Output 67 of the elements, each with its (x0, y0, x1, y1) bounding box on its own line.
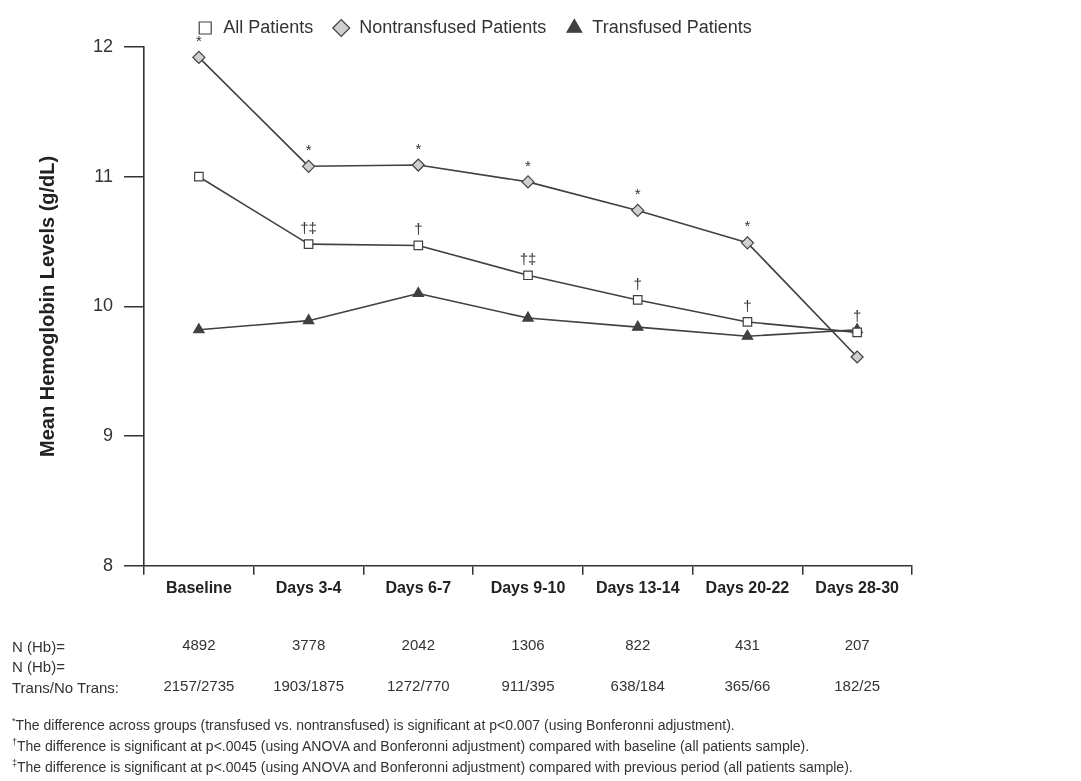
x-tick-label: Days 6-7 (385, 578, 452, 596)
text: $^{†}$The difference is significant at p<.0045 (using ANOVA and Bonferonni adjustment) compared with baseline (all patients sample). (12, 737, 810, 754)
x-tick-label: Baseline (165, 578, 232, 596)
point (522, 311, 534, 322)
x-tick-label: Days 13-14 (595, 578, 680, 596)
text: 3778 (291, 636, 326, 653)
annotation: † (743, 296, 752, 314)
point (302, 314, 315, 325)
text: 638/184 (610, 677, 665, 694)
annotation: † (633, 274, 642, 292)
legend-label: All Patients (223, 16, 314, 37)
point (852, 327, 862, 338)
x-tick-label: Days 20-22 (705, 578, 790, 596)
y-axis-title: Mean Hemoglobin Levels (g/dL) (35, 155, 58, 457)
point (303, 239, 314, 249)
point (631, 320, 644, 331)
point (193, 323, 205, 334)
text: 2042 (401, 636, 435, 653)
point (192, 50, 206, 64)
x-tick-label: Days 28-30 (815, 578, 900, 596)
text: N (Hb)= Trans/No Trans: (12, 657, 119, 698)
text: $^{‡}$The difference is significant at p<.0045 (using ANOVA and Bonferonni adjustment) compared with previous period (all patients sample). (12, 758, 853, 775)
point (521, 175, 535, 189)
point (523, 270, 533, 281)
text: 182/25 (834, 677, 881, 694)
text: 1306 (511, 636, 545, 653)
legend-label: Nontransfused Patients (359, 16, 547, 37)
annotation: * (634, 185, 641, 203)
point (411, 158, 425, 172)
point (412, 286, 425, 298)
text: N (Hb)= (12, 637, 65, 657)
y-tick-label: 11 (94, 165, 114, 186)
legend-label: Transfused Patients (592, 16, 752, 37)
text: $^{*}$The difference across groups (transfused vs. nontransfused) is significant at p<0.007 (using Bonferonni adjustment). (12, 716, 735, 733)
x-tick-label: Days 3-4 (275, 578, 342, 596)
x-tick-label: Days 9-10 (490, 578, 566, 596)
point (740, 236, 755, 250)
text: 365/66 (724, 677, 771, 694)
point (631, 203, 645, 218)
y-tick-label: 12 (92, 35, 114, 56)
point (632, 295, 643, 305)
annotation: * (305, 140, 312, 158)
point (741, 329, 754, 340)
annotation: * (195, 32, 202, 50)
text: 431 (734, 636, 760, 653)
text: 1272/770 (387, 677, 450, 694)
annotation: * (744, 217, 751, 235)
point (413, 240, 424, 251)
text: 822 (625, 636, 651, 653)
annotation: †‡ (300, 218, 317, 236)
point (301, 159, 316, 173)
text: 4892 (182, 636, 216, 653)
annotation: † (414, 220, 423, 238)
text: 1903/1875 (273, 677, 345, 694)
point (742, 317, 753, 327)
point (850, 350, 864, 364)
y-tick-label: 8 (103, 554, 114, 575)
text: 911/395 (501, 677, 555, 694)
annotation: †‡ (519, 249, 537, 267)
text: 2157/2735 (163, 677, 235, 694)
annotation: * (415, 139, 422, 157)
annotation: * (525, 156, 532, 174)
annotation: † (852, 306, 862, 324)
point (194, 171, 204, 182)
y-tick-label: 10 (92, 295, 114, 316)
y-tick-label: 9 (103, 425, 114, 446)
text: 207 (844, 636, 870, 653)
